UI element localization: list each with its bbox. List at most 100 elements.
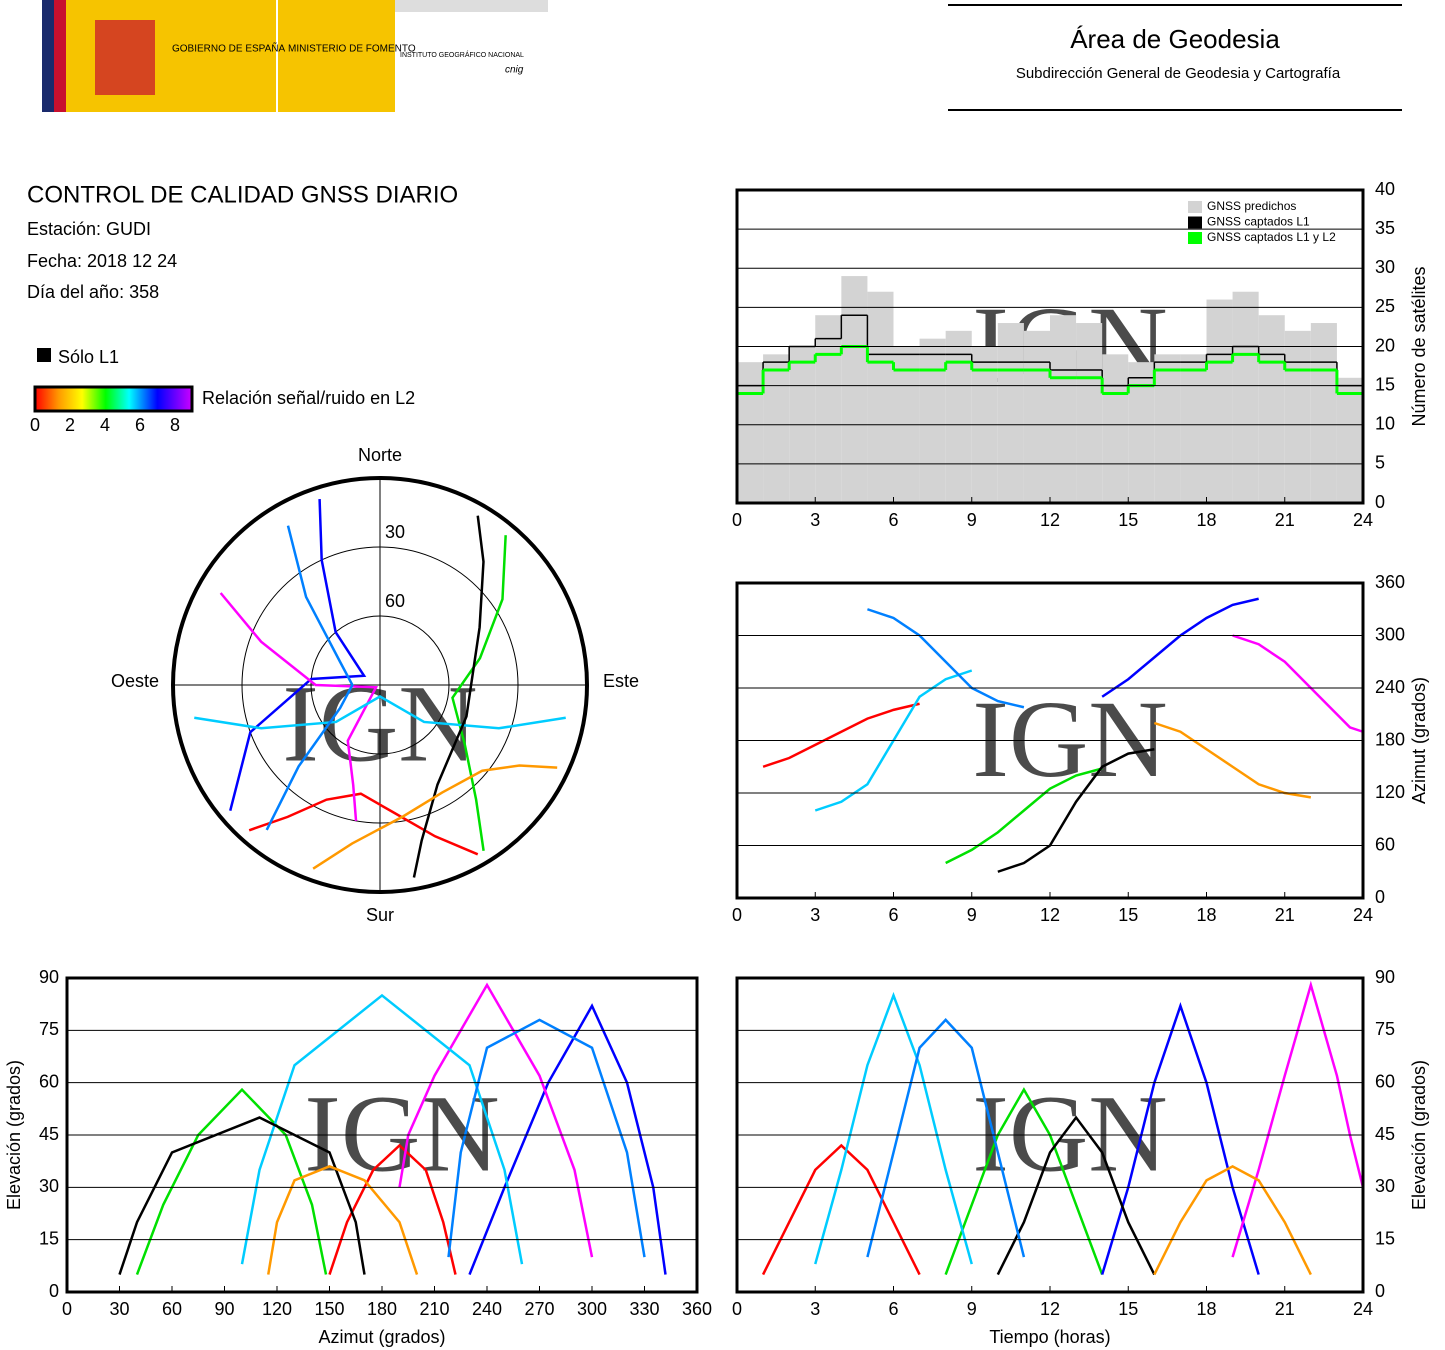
satellite-track xyxy=(867,608,1025,709)
y-tick-label: 0 xyxy=(1375,492,1385,512)
x-tick-label: 300 xyxy=(577,1299,607,1319)
x-tick-label: 150 xyxy=(314,1299,344,1319)
x-tick-label: 12 xyxy=(1040,905,1060,925)
x-axis-label: Azimut (grados) xyxy=(318,1327,445,1347)
satellite-track xyxy=(267,1165,419,1275)
y-tick-label: 10 xyxy=(1375,414,1395,434)
x-tick-label: 0 xyxy=(62,1299,72,1319)
watermark: IGN xyxy=(972,1072,1168,1194)
header-title: Área de Geodesia xyxy=(1070,24,1280,54)
date: Fecha: 2018 12 24 xyxy=(27,251,177,271)
x-tick-label: 24 xyxy=(1353,510,1373,530)
y-tick-label: 60 xyxy=(1375,1071,1395,1091)
predicted-bar xyxy=(1128,362,1155,503)
predicted-bar xyxy=(1284,330,1311,503)
satellite-track xyxy=(219,592,379,822)
x-tick-label: 15 xyxy=(1118,510,1138,530)
x-tick-label: 21 xyxy=(1275,1299,1295,1319)
plot-frame xyxy=(65,976,699,1294)
elevation-ring xyxy=(310,615,450,755)
y-tick-label: 30 xyxy=(1375,257,1395,277)
x-tick-label: 24 xyxy=(1353,1299,1373,1319)
predicted-bar xyxy=(1154,354,1181,503)
header-subtitle: Subdirección General de Geodesia y Carto… xyxy=(1016,65,1341,82)
plot-frame xyxy=(735,188,1365,505)
station: Estación: GUDI xyxy=(27,219,151,239)
predicted-bar xyxy=(1180,354,1207,503)
satellite-track xyxy=(229,499,367,811)
x-tick-label: 21 xyxy=(1275,510,1295,530)
predicted-bar xyxy=(919,338,946,503)
predicted-bar xyxy=(1336,377,1363,503)
y-tick-label: 75 xyxy=(1375,1019,1395,1039)
x-tick-label: 210 xyxy=(419,1299,449,1319)
satellite-track xyxy=(328,1143,457,1275)
satellite-track xyxy=(248,792,479,856)
y-tick-label: 5 xyxy=(1375,453,1385,473)
x-tick-label: 9 xyxy=(967,510,977,530)
legend-swatch xyxy=(1188,216,1202,229)
x-tick-label: 0 xyxy=(732,510,742,530)
x-tick-label: 9 xyxy=(967,905,977,925)
predicted-bar xyxy=(841,276,868,503)
satellite-track xyxy=(762,702,920,768)
x-tick-label: 240 xyxy=(472,1299,502,1319)
legend-text: Sólo L1 xyxy=(58,347,119,367)
x-tick-label: 24 xyxy=(1353,905,1373,925)
x-tick-label: 3 xyxy=(810,905,820,925)
legend-label: GNSS predichos xyxy=(1207,199,1296,213)
plot-frame xyxy=(735,976,1365,1294)
colorbar xyxy=(33,385,194,413)
predicted-bar xyxy=(1050,315,1077,503)
satellite-track xyxy=(312,764,558,870)
l1-swatch xyxy=(37,348,51,362)
predicted-bar xyxy=(737,362,764,503)
satellite-track xyxy=(997,748,1155,873)
x-tick-label: 6 xyxy=(888,1299,898,1319)
y-tick-label: 90 xyxy=(1375,967,1395,987)
legend-label: GNSS captados L1 xyxy=(1207,215,1310,229)
y-tick-label: 30 xyxy=(39,1176,59,1196)
ring-label: 30 xyxy=(385,522,405,542)
x-tick-label: 9 xyxy=(967,1299,977,1319)
y-tick-label: 15 xyxy=(39,1228,59,1248)
logo-text: INSTITUTO GEOGRÁFICO NACIONAL xyxy=(400,50,524,59)
y-tick-label: 0 xyxy=(1375,1281,1385,1301)
y-tick-label: 300 xyxy=(1375,624,1405,644)
y-tick-label: 0 xyxy=(1375,887,1385,907)
predicted-bar xyxy=(1310,323,1337,503)
x-tick-label: 270 xyxy=(524,1299,554,1319)
satellite-track xyxy=(814,991,973,1265)
y-tick-label: 60 xyxy=(1375,834,1395,854)
y-tick-label: 15 xyxy=(1375,1228,1395,1248)
legend-swatch xyxy=(1188,201,1202,213)
y-tick-label: 60 xyxy=(39,1071,59,1091)
colorbar-tick-label: 4 xyxy=(100,415,110,435)
dir-label: Sur xyxy=(366,905,394,925)
x-tick-label: 21 xyxy=(1275,905,1295,925)
y-axis-label: Elevación (grados) xyxy=(1409,1060,1429,1210)
y-tick-label: 15 xyxy=(1375,374,1395,394)
satellite-track xyxy=(118,1116,366,1275)
x-tick-label: 3 xyxy=(810,1299,820,1319)
report-title: CONTROL DE CALIDAD GNSS DIARIO xyxy=(27,181,458,208)
x-tick-label: 360 xyxy=(682,1299,712,1319)
x-tick-label: 18 xyxy=(1196,510,1216,530)
y-axis-label: Número de satélites xyxy=(1409,266,1429,426)
logo-text: MINISTERIO DE FOMENTO xyxy=(288,44,416,55)
y-axis-label: Elevación (grados) xyxy=(4,1060,24,1210)
doy: Día del año: 358 xyxy=(27,282,159,302)
x-tick-label: 15 xyxy=(1118,1299,1138,1319)
predicted-bar xyxy=(1023,330,1050,503)
predicted-bar xyxy=(1102,354,1129,503)
colorbar-label: Relación señal/ruido en L2 xyxy=(202,388,415,408)
y-tick-label: 180 xyxy=(1375,729,1405,749)
satellite-track xyxy=(194,695,566,730)
x-tick-label: 3 xyxy=(810,510,820,530)
predicted-bar xyxy=(1232,291,1259,503)
dir-label: Oeste xyxy=(111,671,159,691)
satellite-track xyxy=(135,1087,328,1276)
satellite-track xyxy=(412,515,485,878)
predicted-bar xyxy=(1076,323,1103,503)
